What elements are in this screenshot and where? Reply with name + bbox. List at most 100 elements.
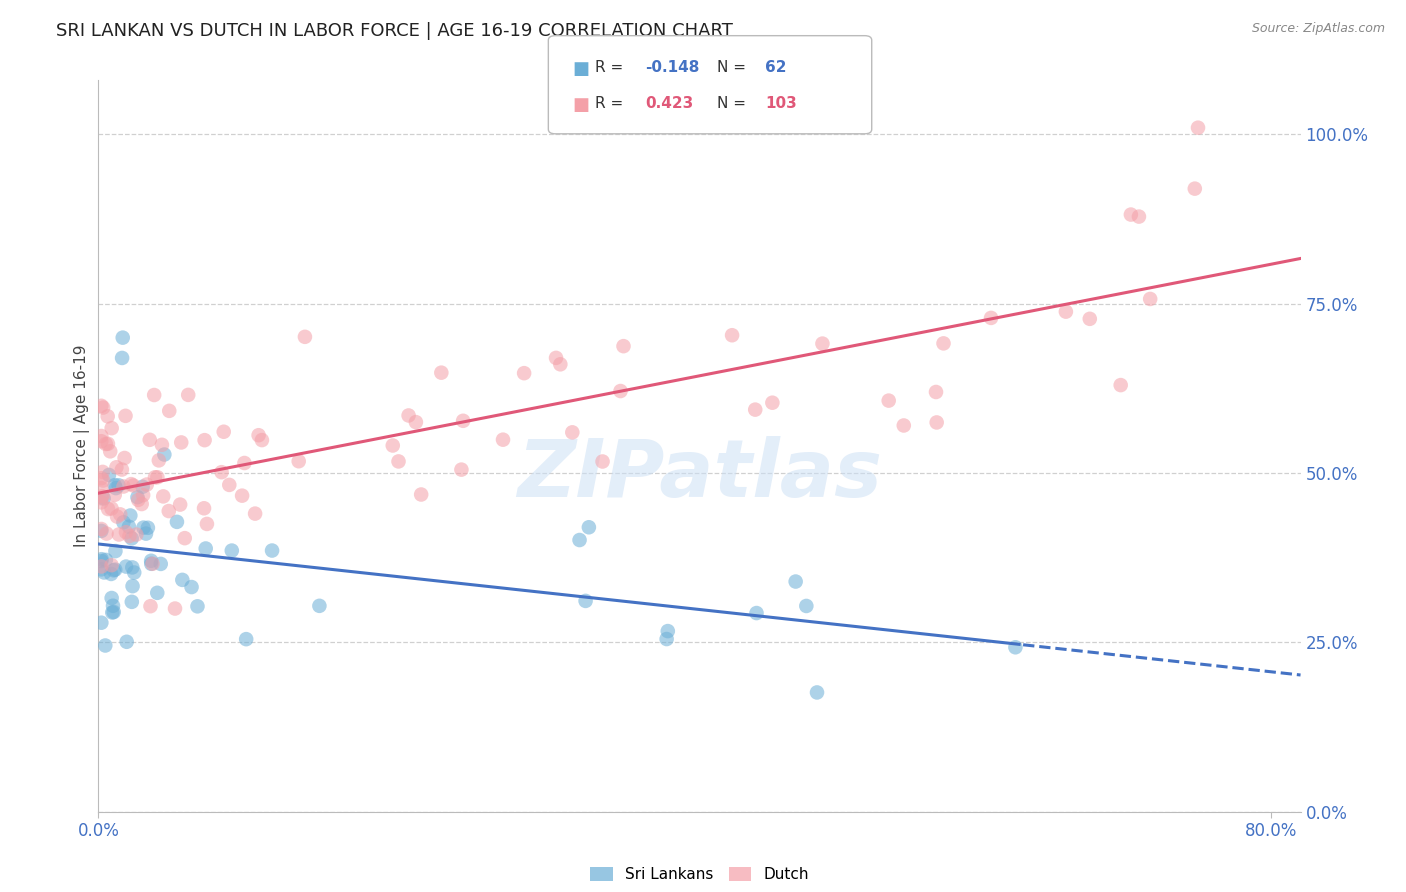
Point: [141, 557, 163, 571]
Point: [1139, 292, 1161, 306]
Point: [398, 409, 420, 423]
Point: [104, 481, 127, 495]
Point: [104, 544, 127, 558]
Point: [121, 595, 143, 609]
Text: N =: N =: [717, 60, 751, 75]
Point: [450, 462, 472, 476]
Point: [103, 605, 125, 619]
Point: [1187, 120, 1209, 135]
Point: [877, 393, 900, 408]
Point: [146, 586, 169, 600]
Point: [105, 460, 128, 475]
Y-axis label: In Labor Force | Age 16-19: In Labor Force | Age 16-19: [75, 344, 90, 548]
Text: ■: ■: [572, 96, 589, 114]
Point: [115, 634, 138, 648]
Point: [153, 448, 176, 462]
Point: [925, 384, 948, 399]
Point: [143, 470, 166, 484]
Point: [103, 563, 125, 577]
Point: [94, 553, 117, 567]
Point: [561, 425, 583, 440]
Point: [127, 490, 149, 504]
Point: [90, 399, 112, 413]
Point: [118, 529, 141, 543]
Point: [132, 520, 155, 534]
Point: [122, 478, 145, 492]
Point: [118, 519, 141, 533]
Point: [811, 336, 834, 351]
Point: [250, 433, 273, 447]
Point: [657, 624, 679, 639]
Point: [90, 471, 112, 485]
Point: [1078, 311, 1101, 326]
Point: [761, 395, 783, 409]
Point: [121, 532, 143, 546]
Point: [98, 444, 121, 458]
Point: [568, 533, 591, 547]
Point: [90, 481, 112, 495]
Point: [152, 490, 174, 504]
Point: [111, 462, 134, 476]
Point: [212, 425, 235, 439]
Point: [1109, 378, 1132, 392]
Point: [1004, 640, 1026, 655]
Point: [612, 339, 634, 353]
Point: [211, 465, 233, 479]
Point: [1184, 181, 1206, 195]
Point: [90, 434, 112, 449]
Point: [609, 384, 631, 398]
Point: [121, 579, 143, 593]
Point: [170, 435, 193, 450]
Point: [96, 526, 118, 541]
Point: [101, 606, 124, 620]
Text: R =: R =: [595, 60, 628, 75]
Point: [101, 599, 124, 613]
Point: [193, 501, 215, 516]
Point: [194, 433, 217, 447]
Point: [141, 557, 163, 571]
Point: [411, 487, 433, 501]
Text: 0.423: 0.423: [645, 96, 693, 112]
Point: [93, 566, 115, 580]
Text: 103: 103: [765, 96, 797, 112]
Point: [745, 606, 768, 620]
Point: [97, 409, 120, 424]
Point: [231, 489, 253, 503]
Point: [90, 524, 112, 538]
Point: [806, 685, 828, 699]
Point: [157, 504, 180, 518]
Point: [100, 558, 122, 573]
Point: [115, 525, 138, 540]
Point: [744, 402, 766, 417]
Point: [405, 415, 427, 429]
Point: [139, 599, 162, 614]
Point: [721, 328, 744, 343]
Point: [100, 501, 122, 516]
Point: [592, 454, 614, 468]
Point: [90, 491, 112, 506]
Point: [195, 516, 218, 531]
Point: [163, 601, 186, 615]
Point: [173, 531, 195, 545]
Point: [131, 497, 153, 511]
Point: [136, 521, 159, 535]
Point: [574, 594, 596, 608]
Point: [980, 310, 1002, 325]
Point: [114, 450, 136, 465]
Point: [90, 495, 112, 509]
Point: [94, 437, 117, 451]
Point: [172, 573, 194, 587]
Point: [243, 507, 266, 521]
Point: [544, 351, 567, 365]
Point: [100, 566, 122, 581]
Point: [150, 438, 173, 452]
Text: SRI LANKAN VS DUTCH IN LABOR FORCE | AGE 16-19 CORRELATION CHART: SRI LANKAN VS DUTCH IN LABOR FORCE | AGE…: [56, 22, 733, 40]
Point: [122, 566, 145, 580]
Point: [111, 331, 134, 345]
Point: [218, 478, 240, 492]
Point: [287, 454, 309, 468]
Point: [233, 456, 256, 470]
Point: [91, 465, 114, 479]
Point: [104, 478, 127, 492]
Point: [655, 632, 678, 646]
